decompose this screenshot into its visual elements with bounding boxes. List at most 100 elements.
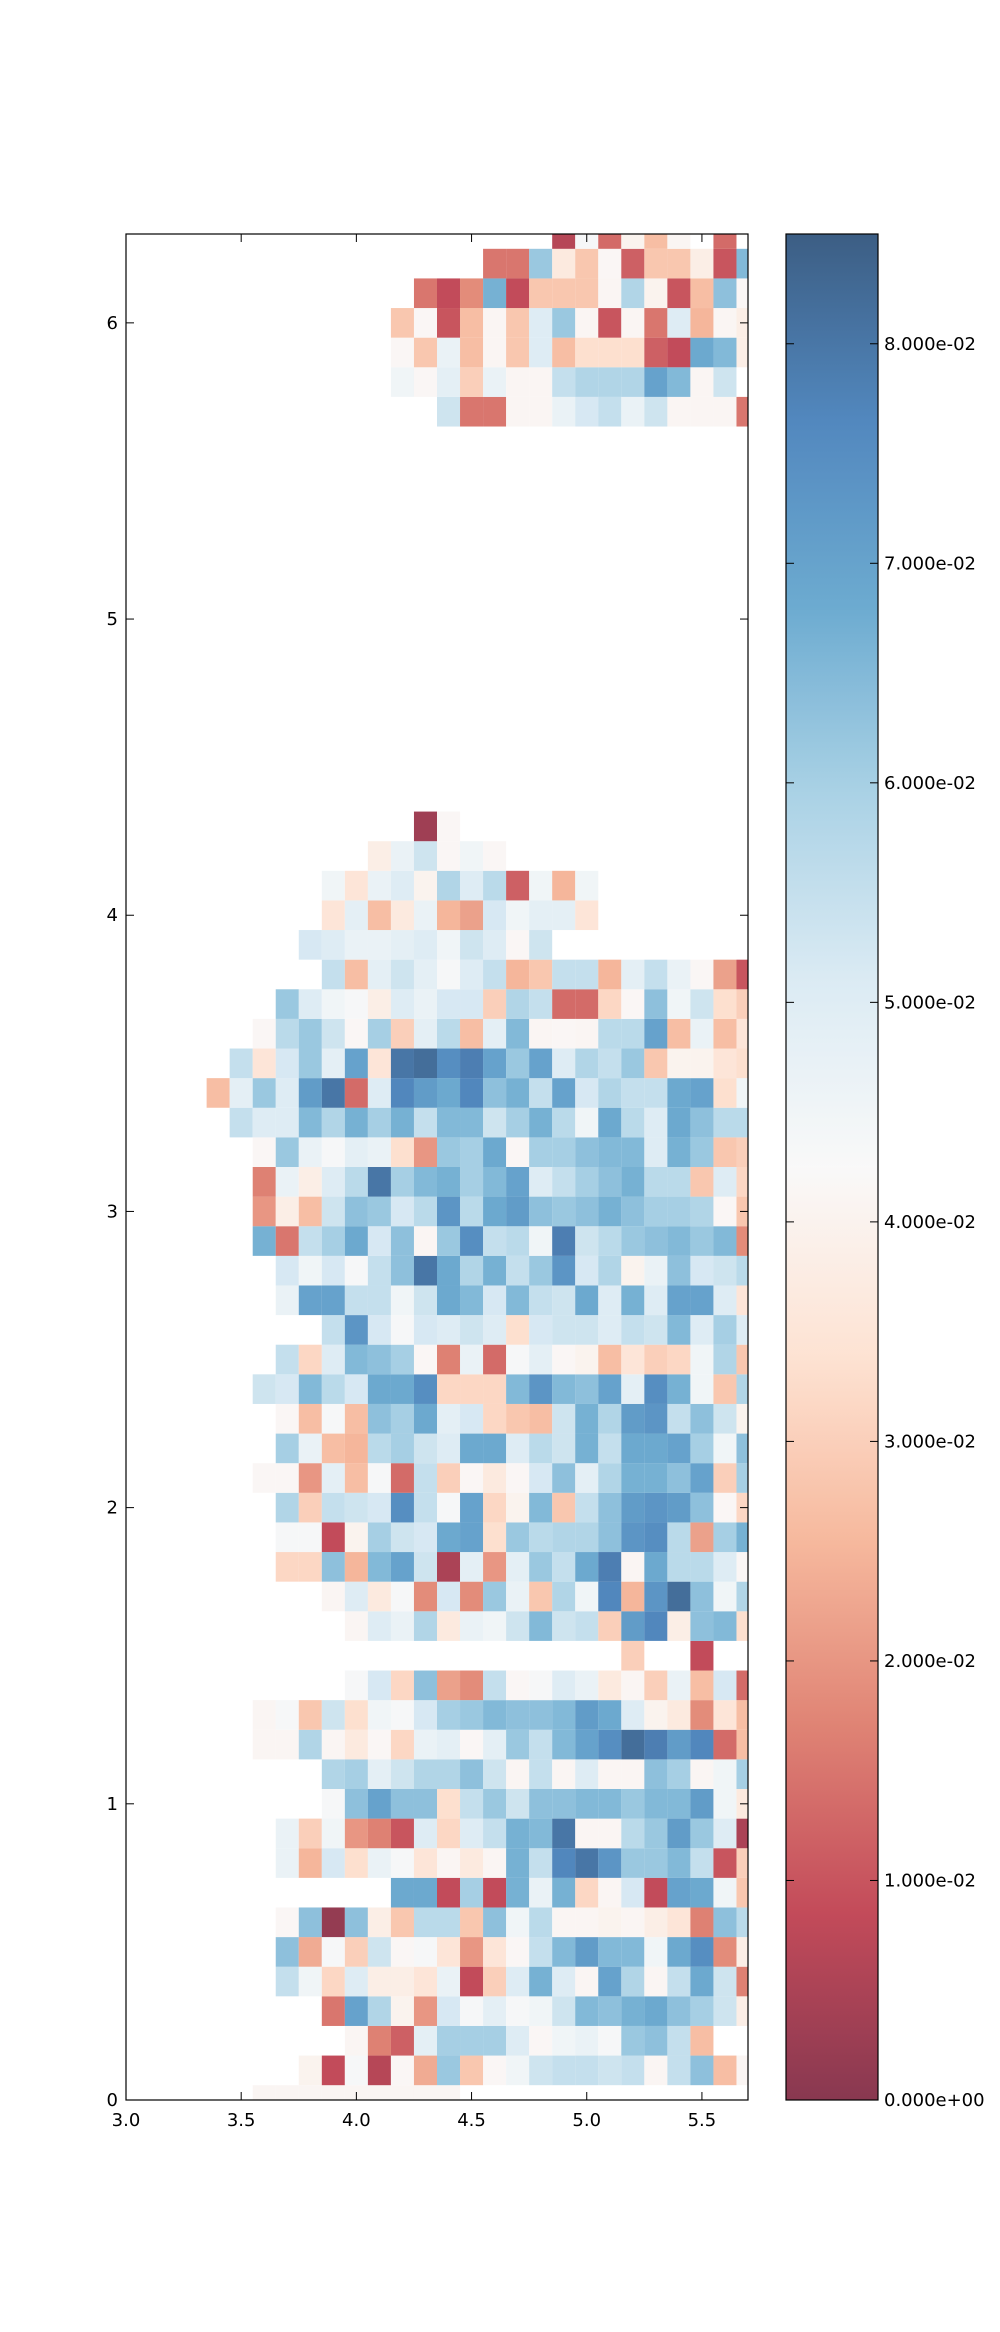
heatmap-cell [275, 2085, 299, 2100]
heatmap-cell [760, 1996, 783, 2026]
heatmap-cell [575, 1818, 599, 1849]
heatmap-cell [575, 989, 599, 1019]
heatmap-cell [667, 1789, 691, 1819]
heatmap-cell [552, 1877, 576, 1908]
heatmap-cell [667, 1937, 691, 1967]
heatmap-cell [690, 1700, 714, 1730]
heatmap-cell [713, 1996, 737, 2026]
heatmap-cell [575, 1492, 599, 1523]
heatmap-cell [690, 989, 714, 1019]
heatmap-cell [736, 1818, 748, 1849]
heatmap-cell [621, 1670, 645, 1701]
heatmap-cell [321, 1433, 345, 1464]
heatmap-cell [760, 1404, 783, 1434]
heatmap-cell [644, 1315, 668, 1345]
heatmap-cell [529, 1255, 553, 1286]
heatmap-cell [552, 1700, 576, 1730]
colorbar-tick-label: 8.000e-02 [884, 334, 976, 355]
heatmap-cell [552, 1996, 576, 2026]
heatmap-cell [483, 1344, 507, 1375]
heatmap-cell [713, 2055, 737, 2086]
heatmap-cell [367, 1937, 391, 1967]
heatmap-cell [713, 1137, 737, 1167]
heatmap-cell [575, 1848, 599, 1878]
heatmap-cell [437, 1374, 461, 1404]
heatmap-cell [598, 1492, 622, 1523]
heatmap-cell [667, 1877, 691, 1908]
heatmap-cell [367, 1700, 391, 1730]
heatmap-cell [713, 1818, 737, 1849]
heatmap-cell [644, 989, 668, 1019]
heatmap-cell [483, 1374, 507, 1404]
heatmap-cell [552, 1789, 576, 1819]
heatmap-cell [736, 1670, 748, 1701]
heatmap-cell [390, 1315, 414, 1345]
heatmap-cell [529, 1492, 553, 1523]
heatmap-cell [321, 900, 345, 931]
heatmap-cell [713, 396, 737, 427]
heatmap-cell [621, 1167, 645, 1197]
heatmap-cell [713, 308, 737, 338]
heatmap-cell [344, 1759, 368, 1789]
heatmap-cell [598, 1818, 622, 1849]
heatmap-cell [390, 308, 414, 338]
heatmap-cell [390, 1403, 414, 1434]
heatmap-cell [460, 1877, 484, 1908]
heatmap-cell [483, 930, 507, 960]
heatmap-cell [367, 1315, 391, 1345]
heatmap-cell [598, 1285, 622, 1316]
heatmap-cell [344, 1729, 368, 1760]
heatmap-cell [690, 1226, 714, 1256]
heatmap-cell [713, 1937, 737, 1967]
heatmap-cell [760, 1878, 783, 1908]
heatmap-cell [390, 1018, 414, 1049]
heatmap-cell [344, 1907, 368, 1938]
heatmap-cell [644, 1492, 668, 1523]
heatmap-cell [390, 959, 414, 990]
heatmap-cell [437, 870, 461, 901]
heatmap-cell [667, 1285, 691, 1316]
heatmap-cell [344, 1611, 368, 1641]
heatmap-cell [321, 1078, 345, 1108]
heatmap-cell [760, 1552, 783, 1582]
heatmap-cell [367, 1167, 391, 1197]
heatmap-cell [460, 959, 484, 990]
heatmap-cell [736, 989, 748, 1019]
heatmap-cell [321, 1463, 345, 1493]
heatmap-cell [529, 1196, 553, 1227]
heatmap-cell [483, 1552, 507, 1582]
heatmap-cell [437, 1907, 461, 1938]
heatmap-cell [598, 2025, 622, 2056]
heatmap-cell [437, 1315, 461, 1345]
heatmap-cell [367, 2085, 391, 2100]
heatmap-cell [667, 1996, 691, 2026]
heatmap-cell [713, 1226, 737, 1256]
heatmap-cell [760, 1434, 783, 1464]
heatmap-cell [552, 900, 576, 931]
heatmap-cell [483, 1167, 507, 1197]
heatmap-cell [621, 1966, 645, 1997]
heatmap-cell [321, 2055, 345, 2086]
heatmap-cell [552, 1907, 576, 1938]
heatmap-cell [506, 248, 530, 279]
heatmap-cell [437, 1344, 461, 1375]
heatmap-cell [367, 1463, 391, 1493]
heatmap-cell [552, 1848, 576, 1878]
heatmap-cell [321, 870, 345, 901]
heatmap-cell [390, 1818, 414, 1849]
heatmap-cell [413, 1877, 437, 1908]
heatmap-cell [437, 1492, 461, 1523]
heatmap-cell [667, 248, 691, 279]
heatmap-cell [575, 1789, 599, 1819]
heatmap-cell [529, 367, 553, 397]
heatmap-cell [621, 367, 645, 397]
heatmap-cell [690, 1937, 714, 1967]
heatmap-cell [644, 1670, 668, 1701]
heatmap-cell [690, 1315, 714, 1345]
heatmap-cell [713, 1107, 737, 1138]
heatmap-cell [413, 841, 437, 871]
heatmap-cell [506, 1078, 530, 1108]
heatmap-cell [483, 1848, 507, 1878]
heatmap-cell [483, 1078, 507, 1108]
heatmap-cell [298, 1463, 322, 1493]
